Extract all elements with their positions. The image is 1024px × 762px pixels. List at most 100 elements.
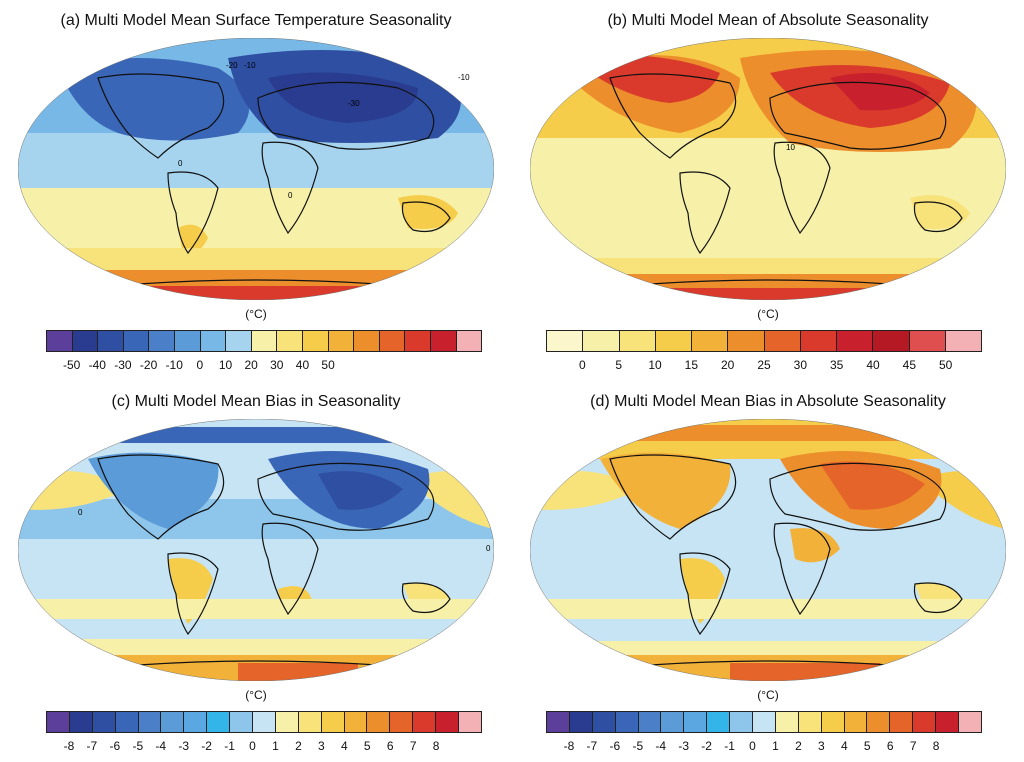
colorbar-swatch — [945, 331, 981, 351]
colorbar-swatch — [583, 331, 620, 351]
colorbar-tick-label: 30 — [793, 358, 808, 372]
colorbar-swatch — [936, 712, 960, 732]
colorbar-tick-label: -20 — [139, 358, 158, 372]
panel-title: (b) Multi Model Mean of Absolute Seasona… — [607, 12, 929, 29]
colorbar-swatch — [764, 331, 801, 351]
colorbar-swatch — [321, 712, 345, 732]
colorbar-tick-label: 5 — [363, 739, 371, 753]
colorbar-tick-label: 7 — [909, 739, 917, 753]
panel-d: (d) Multi Model Mean Bias in Absolute Se… — [512, 381, 1024, 762]
colorbar-tick-label: 2 — [795, 739, 802, 753]
colorbar-swatch — [277, 331, 303, 351]
colorbar-swatch — [661, 712, 685, 732]
colorbar-tick-label: -4 — [155, 739, 167, 753]
colorbar-tick-label: -1 — [224, 739, 235, 753]
colorbar-tick-label: -5 — [132, 739, 144, 753]
colorbar-swatch — [844, 712, 868, 732]
colorbar-tick-label: -40 — [88, 358, 106, 372]
colorbar-swatch — [753, 712, 776, 732]
colorbar-swatch — [913, 712, 937, 732]
colorbar-swatch — [684, 712, 708, 732]
colorbar-swatch — [459, 712, 481, 732]
colorbar-swatch — [867, 712, 891, 732]
colorbar-tick-label: -2 — [201, 739, 212, 753]
colorbar-swatch — [798, 712, 822, 732]
colorbar-tick-label: -3 — [678, 739, 690, 753]
colorbar-swatch — [405, 331, 431, 351]
colorbar-swatch — [47, 331, 73, 351]
colorbar-swatch — [592, 712, 616, 732]
colorbar-swatch — [72, 331, 99, 351]
colorbar-swatch — [707, 712, 731, 732]
colorbar-swatch — [328, 331, 355, 351]
colorbar-swatch — [655, 331, 692, 351]
colorbar-swatch — [619, 331, 656, 351]
colorbar-tick-label: 7 — [409, 739, 417, 753]
colorbar-swatch — [200, 331, 227, 351]
colorbar-swatch — [298, 712, 322, 732]
panel-title: (d) Multi Model Mean Bias in Absolute Se… — [590, 393, 946, 410]
colorbar-swatch — [430, 331, 457, 351]
colorbar-swatch — [692, 331, 729, 351]
colorbar-swatch — [728, 331, 765, 351]
colorbar-tick-label: -30 — [114, 358, 132, 372]
colorbar-swatch — [69, 712, 93, 732]
colorbar-swatch — [98, 331, 124, 351]
colorbar-tick-label: 6 — [386, 739, 394, 753]
colorbar-swatch — [354, 331, 380, 351]
colorbar-swatch — [251, 331, 278, 351]
colorbar-tick-label: 25 — [757, 358, 771, 372]
colorbar-tick-label: 20 — [244, 358, 258, 372]
panel-a: (a) Multi Model Mean Surface Temperature… — [0, 0, 512, 381]
colorbar-tick-label: 0 — [196, 358, 204, 372]
contour-label: -10 — [458, 73, 470, 82]
colorbar-tick-label: 1 — [772, 739, 779, 753]
colorbar-tick-label: -5 — [632, 739, 644, 753]
colorbar-swatch — [207, 712, 231, 732]
colorbar-swatch — [47, 712, 70, 732]
colorbar-swatch — [730, 712, 754, 732]
colorbar-ticks: -8 -7 -6 -5 -4 -3 -2 -1 0 1 2 3 4 5 6 7 8 — [546, 739, 982, 755]
colorbar-tick-label: 50 — [938, 358, 953, 372]
colorbar-swatch — [302, 331, 329, 351]
colorbar-tick-label: -7 — [586, 739, 598, 753]
colorbar-tick-label: 40 — [866, 358, 880, 372]
contour-label: 0 — [486, 544, 491, 553]
colorbar-swatch — [837, 331, 874, 351]
panel-c: (c) Multi Model Mean Bias in Seasonality — [0, 381, 512, 762]
colorbar-tick-label: 5 — [863, 739, 871, 753]
unit-label: (°C) — [757, 307, 779, 321]
colorbar-tick-label: 1 — [272, 739, 279, 753]
colorbar-tick-label: 3 — [818, 739, 825, 753]
colorbar-tick-label: 2 — [295, 739, 302, 753]
colorbar-tick-label: -6 — [609, 739, 621, 753]
colorbar-swatch — [800, 331, 837, 351]
colorbar — [546, 330, 982, 352]
colorbar — [46, 330, 482, 352]
colorbar-swatch — [226, 331, 252, 351]
colorbar-tick-label: 5 — [615, 358, 622, 372]
colorbar-tick-label: 4 — [340, 739, 348, 753]
colorbar-swatch — [456, 331, 482, 351]
map: 0 0 — [18, 419, 494, 681]
panel-b: (b) Multi Model Mean of Absolute Seasona… — [512, 0, 1024, 381]
colorbar-tick-label: -4 — [655, 739, 667, 753]
contour-label: -10 — [244, 61, 256, 70]
colorbar-swatch — [821, 712, 845, 732]
colorbar-swatch — [138, 712, 162, 732]
colorbar-swatch — [275, 712, 299, 732]
colorbar-swatch — [92, 712, 116, 732]
colorbar-swatch — [344, 712, 368, 732]
colorbar — [546, 711, 982, 733]
colorbar-swatch — [115, 712, 139, 732]
colorbar-tick-label: -8 — [563, 739, 575, 753]
colorbar-swatch — [547, 712, 570, 732]
colorbar-swatch — [123, 331, 150, 351]
map — [530, 419, 1006, 681]
colorbar-tick-label: -1 — [724, 739, 735, 753]
colorbar-swatch — [873, 331, 910, 351]
colorbar-swatch — [149, 331, 175, 351]
colorbar-swatch — [174, 331, 201, 351]
colorbar-tick-label: 50 — [321, 358, 335, 372]
colorbar-swatch — [379, 331, 406, 351]
